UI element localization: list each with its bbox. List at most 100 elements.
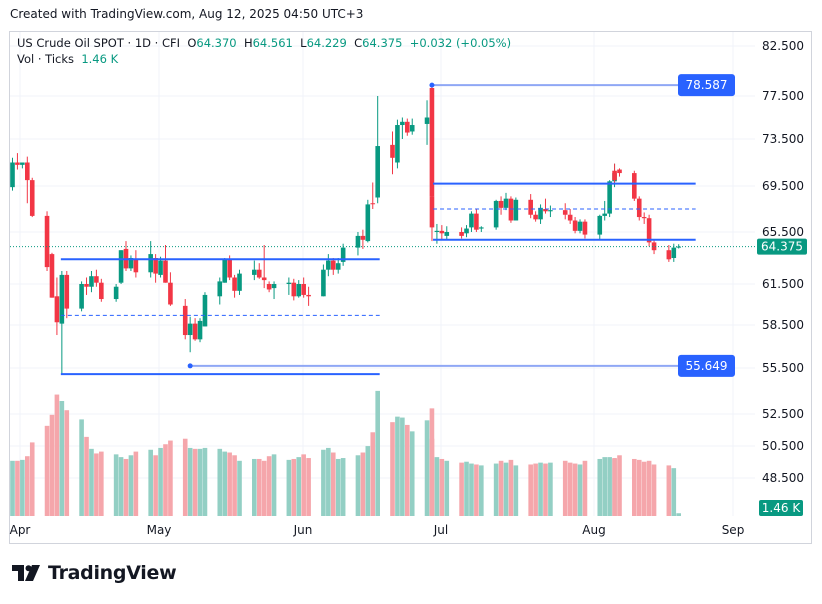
candle-body bbox=[232, 277, 237, 291]
close-value: 64.375 bbox=[362, 36, 403, 50]
volume-bar bbox=[54, 394, 60, 516]
candle-body bbox=[434, 230, 440, 232]
volume-bar bbox=[582, 460, 588, 516]
volume-bar bbox=[128, 455, 134, 516]
low-label: L bbox=[300, 36, 307, 50]
volume-bar bbox=[400, 417, 405, 516]
candle-body bbox=[533, 214, 538, 220]
last-price-tag-bg bbox=[757, 238, 807, 255]
candle-body bbox=[513, 199, 519, 221]
volume-bar bbox=[271, 454, 277, 516]
candle-body bbox=[395, 125, 400, 163]
volume-bar bbox=[148, 449, 153, 516]
volume-bar bbox=[365, 446, 371, 516]
candle-body bbox=[261, 277, 267, 281]
volume-bar bbox=[330, 452, 336, 516]
price-axis: 82.500 77.500 73.500 69.500 65.500 61.500 58.5… bbox=[762, 39, 804, 485]
candle-body bbox=[474, 213, 479, 230]
volume-bar bbox=[15, 460, 20, 516]
volume-bar bbox=[434, 457, 440, 516]
volume-bar bbox=[123, 458, 129, 516]
candle-body bbox=[118, 250, 124, 283]
volume-bar bbox=[439, 458, 445, 516]
candle-body bbox=[508, 198, 514, 221]
volume-bar bbox=[370, 432, 376, 516]
candle-body bbox=[163, 260, 168, 283]
candle-body bbox=[400, 121, 405, 126]
candle-body bbox=[543, 209, 548, 212]
time-tick-label: Aug bbox=[582, 523, 605, 537]
candle-body bbox=[666, 250, 672, 260]
volume-bar bbox=[133, 451, 139, 516]
volume-bar bbox=[197, 448, 203, 516]
volume-bar bbox=[651, 464, 657, 516]
candle-body bbox=[355, 235, 361, 248]
candle-body bbox=[59, 274, 65, 324]
candle-body bbox=[429, 88, 435, 197]
volume-bar bbox=[217, 448, 223, 516]
volume-value: 1.46 K bbox=[81, 52, 119, 66]
candle-body bbox=[617, 169, 622, 174]
candle-body bbox=[375, 146, 380, 198]
price-tick-label: 82.500 bbox=[762, 39, 804, 53]
high-value: 64.561 bbox=[252, 36, 293, 50]
candle-body bbox=[424, 117, 430, 124]
candle-body bbox=[651, 242, 657, 251]
symbol-label[interactable]: US Crude Oil SPOT · 1D · CFI bbox=[17, 36, 180, 50]
volume-bar bbox=[493, 463, 499, 516]
candle-body bbox=[202, 294, 208, 327]
tradingview-logo-icon bbox=[12, 565, 40, 581]
candle-body bbox=[632, 173, 637, 199]
volume-bar bbox=[84, 436, 89, 516]
candle-body bbox=[217, 281, 223, 297]
candle-body bbox=[79, 284, 84, 309]
chart-frame[interactable] bbox=[9, 31, 812, 544]
candle-body bbox=[572, 220, 578, 231]
candle-body bbox=[10, 162, 15, 188]
candle-body bbox=[577, 221, 583, 231]
candle-body bbox=[94, 276, 99, 283]
price-tick-label: 61.500 bbox=[762, 277, 804, 291]
volume-bar bbox=[444, 460, 450, 516]
volume-bar bbox=[29, 442, 35, 516]
volume-bar bbox=[390, 422, 395, 516]
candle-body bbox=[128, 258, 134, 269]
candle-body bbox=[321, 269, 326, 297]
volume-tag: 1.46 K bbox=[762, 501, 802, 515]
volume-bar bbox=[252, 458, 257, 516]
grid-lines bbox=[10, 32, 755, 516]
volume-bar bbox=[187, 447, 193, 516]
low-marker-label: 55.649 bbox=[686, 359, 728, 373]
candle-body bbox=[133, 259, 139, 273]
candle-body bbox=[464, 228, 469, 234]
time-tick-label: May bbox=[147, 523, 172, 537]
time-tick-label: Jul bbox=[433, 523, 448, 537]
candle-body bbox=[365, 204, 371, 242]
volume-bar bbox=[261, 460, 267, 516]
candle-body bbox=[291, 282, 297, 297]
candle-body bbox=[15, 162, 20, 165]
volume-bar bbox=[424, 420, 430, 516]
drawings: 78.587 55.649 bbox=[60, 74, 735, 377]
volume-bar bbox=[237, 460, 242, 516]
candle-body bbox=[602, 213, 607, 216]
volume-label[interactable]: Vol · Ticks bbox=[17, 52, 75, 66]
time-tick-label: Apr bbox=[10, 523, 31, 537]
volume-bar bbox=[79, 419, 84, 516]
volume-bar bbox=[474, 464, 479, 516]
volume-bar bbox=[503, 462, 509, 516]
high-marker-label: 78.587 bbox=[686, 78, 728, 92]
open-label: O bbox=[187, 36, 197, 50]
candle-body bbox=[641, 217, 647, 219]
candle-body bbox=[335, 263, 341, 270]
tradingview-logo[interactable]: TradingView bbox=[12, 562, 177, 584]
volume-bar bbox=[326, 447, 331, 516]
candle-body bbox=[360, 235, 366, 240]
candle-body bbox=[44, 215, 50, 268]
time-axis: Apr May Jun Jul Aug Sep bbox=[10, 523, 745, 537]
candle-body bbox=[187, 323, 193, 336]
volume-bar bbox=[602, 457, 607, 516]
volume-bar bbox=[266, 456, 272, 516]
candle-body bbox=[498, 200, 504, 208]
